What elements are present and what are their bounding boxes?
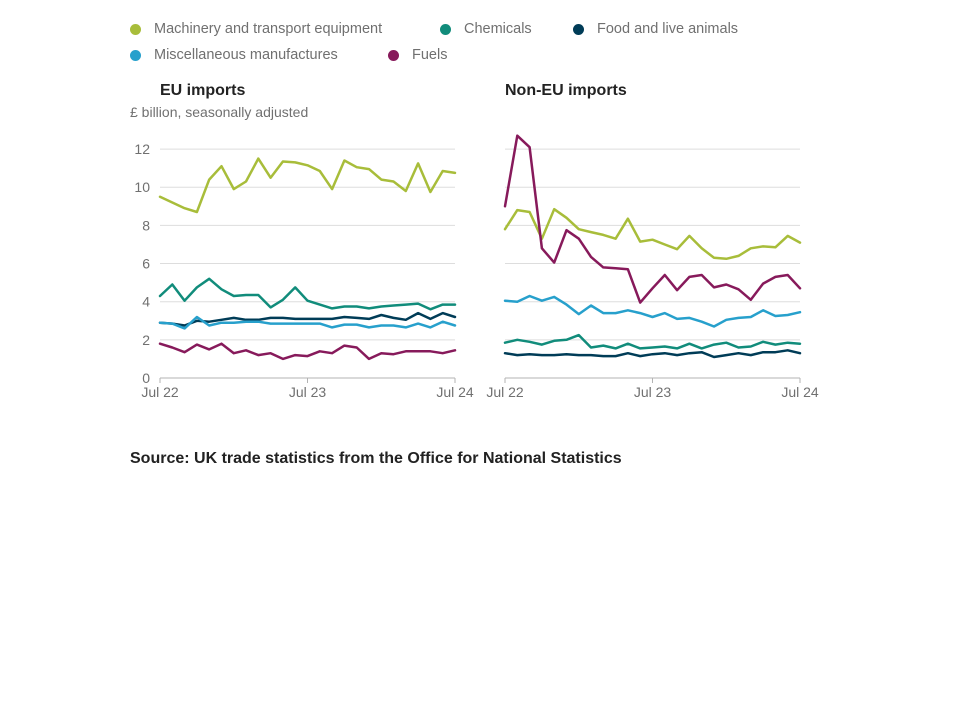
legend-dot-fuels bbox=[388, 49, 399, 61]
legend-item-food: Food and live animals bbox=[573, 21, 738, 37]
y-axis-subtitle: £ billion, seasonally adjusted bbox=[130, 104, 309, 120]
legend-dot-chemicals bbox=[440, 23, 451, 35]
legend-label-food: Food and live animals bbox=[597, 21, 739, 37]
eu-y-tick-label: 8 bbox=[142, 217, 150, 233]
legend-item-chemicals: Chemicals bbox=[440, 21, 573, 37]
legend-label-fuels: Fuels bbox=[412, 47, 448, 63]
non-eu-imports-title: Non-EU imports bbox=[505, 82, 627, 99]
eu-y-tick-label: 6 bbox=[142, 256, 150, 272]
non-eu-series-line-machinery-and-transport-equipment bbox=[503, 207, 802, 261]
non-eu-x-tick-label: Jul 22 bbox=[486, 384, 524, 400]
legend-dot-machinery bbox=[130, 23, 141, 35]
non-eu-x-tick-label: Jul 23 bbox=[634, 384, 672, 400]
legend-item-misc: Miscellaneous manufactures bbox=[130, 47, 388, 63]
eu-series-line-chemicals bbox=[158, 277, 457, 311]
eu-series-line-miscellaneous-manufactures bbox=[158, 315, 457, 330]
source-note: Source: UK trade statistics from the Off… bbox=[130, 450, 622, 467]
non-eu-series-line-miscellaneous-manufactures bbox=[503, 294, 802, 328]
legend-label-machinery: Machinery and transport equipment bbox=[154, 21, 383, 37]
non-eu-x-tick-label: Jul 24 bbox=[781, 384, 819, 400]
legend: Machinery and transport equipment Chemic… bbox=[130, 16, 850, 68]
eu-y-tick-label: 4 bbox=[142, 294, 150, 310]
eu-x-tick-label: Jul 23 bbox=[289, 384, 327, 400]
eu-series-line-machinery-and-transport-equipment bbox=[158, 157, 457, 214]
legend-dot-misc bbox=[130, 49, 141, 61]
legend-row-2: Miscellaneous manufactures Fuels bbox=[130, 42, 850, 68]
legend-item-machinery: Machinery and transport equipment bbox=[130, 21, 440, 37]
legend-label-misc: Miscellaneous manufactures bbox=[154, 47, 338, 63]
eu-series-line-fuels bbox=[158, 342, 457, 361]
eu-y-tick-label: 2 bbox=[142, 332, 150, 348]
non-eu-series-line-fuels bbox=[503, 134, 802, 304]
eu-x-tick-label: Jul 22 bbox=[141, 384, 179, 400]
eu-imports-title: EU imports bbox=[160, 82, 246, 99]
eu-y-tick-label: 12 bbox=[134, 141, 150, 157]
legend-dot-food bbox=[573, 23, 584, 35]
eu-y-tick-label: 10 bbox=[134, 179, 150, 195]
legend-item-fuels: Fuels bbox=[388, 47, 447, 63]
non-eu-series-line-food-and-live-animals bbox=[503, 349, 802, 359]
eu-y-tick-label: 0 bbox=[142, 370, 150, 386]
legend-label-chemicals: Chemicals bbox=[464, 21, 532, 37]
legend-row-1: Machinery and transport equipment Chemic… bbox=[130, 16, 850, 42]
non-eu-series-line-chemicals bbox=[503, 333, 802, 350]
eu-x-tick-label: Jul 24 bbox=[436, 384, 474, 400]
eu-series-line-food-and-live-animals bbox=[158, 311, 457, 327]
